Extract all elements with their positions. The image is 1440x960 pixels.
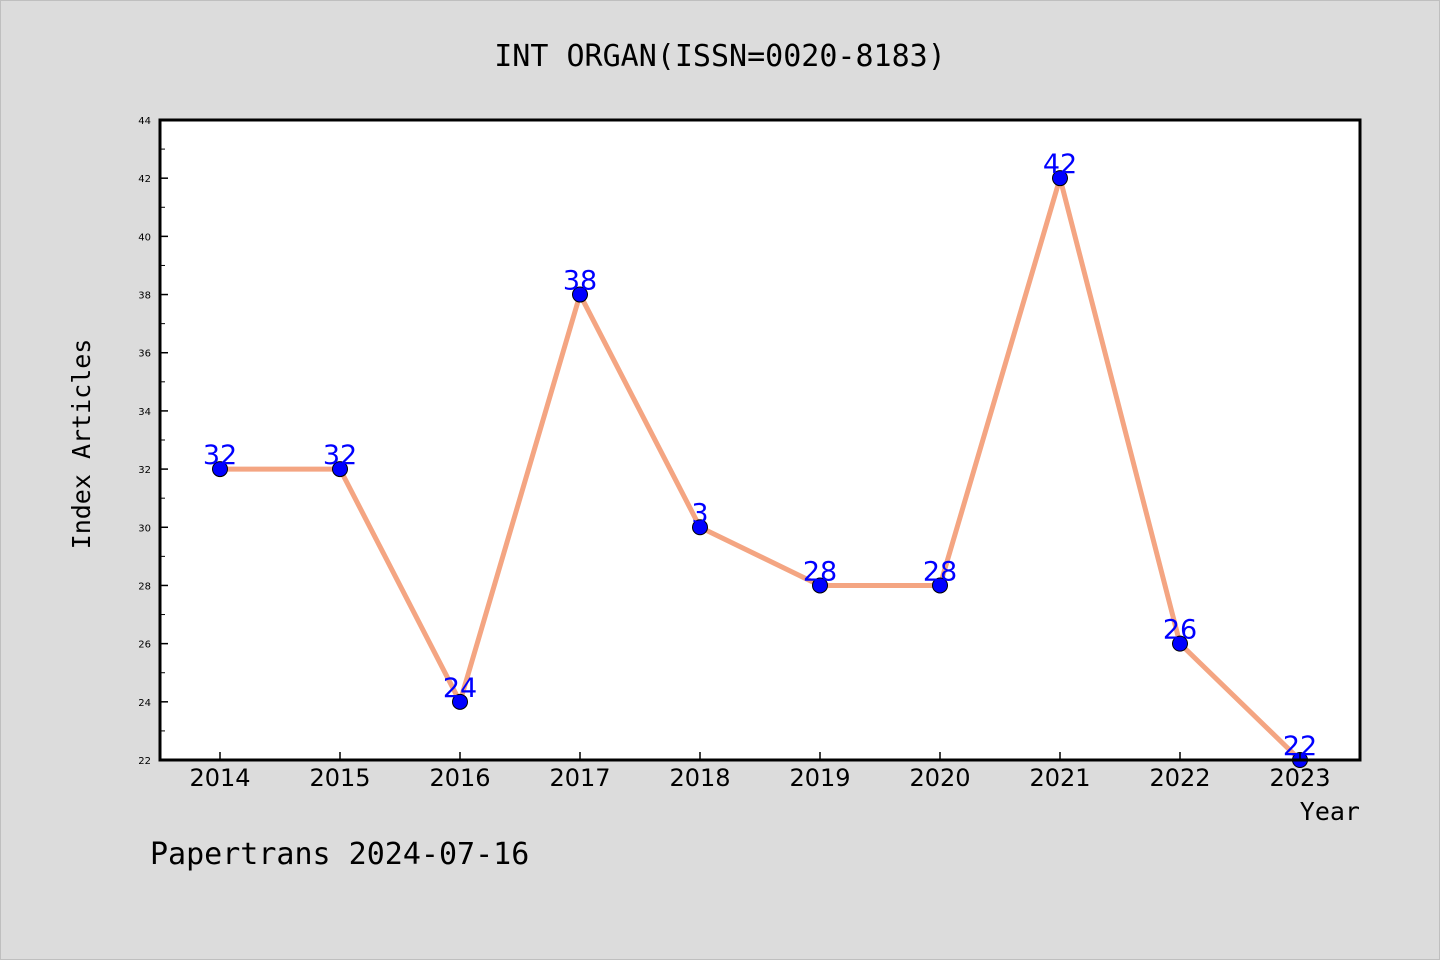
data-point	[1172, 635, 1188, 652]
y-tick-label: 24	[138, 698, 151, 709]
series-line	[217, 175, 1303, 763]
x-axis: 2014 2015 2016 2017 2018 2019 2020 2021 2022 2023	[189, 752, 1331, 792]
y-axis-label: Index Articles	[67, 339, 96, 550]
data-label: 28	[923, 556, 957, 587]
data-point	[332, 461, 348, 478]
y-tick-label: 36	[138, 349, 151, 360]
y-tick-label: 40	[138, 232, 151, 243]
data-label: 3	[691, 498, 708, 529]
y-tick-label: 34	[138, 407, 151, 418]
series-polyline	[217, 175, 1303, 763]
plot-frame	[158, 118, 1362, 762]
plot-area	[160, 120, 1360, 760]
chart-title: INT ORGAN(ISSN=0020-8183)	[494, 39, 946, 74]
x-tick-label: 2016	[429, 764, 490, 792]
data-point	[692, 519, 708, 536]
data-point	[572, 286, 588, 303]
x-axis-label: Year	[1300, 797, 1360, 826]
y-tick-label: 38	[138, 291, 151, 302]
data-point	[1052, 170, 1068, 187]
data-label: 32	[203, 440, 237, 471]
y-tick-label: 26	[138, 640, 151, 651]
x-tick-label: 2018	[669, 764, 730, 792]
data-label: 24	[443, 673, 477, 704]
x-tick-label: 2014	[189, 764, 250, 792]
series-markers	[212, 170, 1308, 768]
x-tick-label: 2019	[789, 764, 850, 792]
x-tick-label: 2021	[1029, 764, 1090, 792]
data-point	[812, 577, 828, 594]
x-tick-label: 2022	[1149, 764, 1210, 792]
y-tick-label: 44	[138, 116, 151, 127]
data-label: 28	[803, 556, 837, 587]
y-tick-label: 22	[138, 756, 151, 767]
data-point	[212, 461, 228, 478]
data-label: 26	[1163, 615, 1197, 646]
footer-credit: Papertrans 2024-07-16	[150, 837, 529, 872]
data-point	[452, 693, 468, 710]
y-tick-label: 28	[138, 581, 151, 592]
x-tick-label: 2023	[1269, 764, 1330, 792]
data-label: 42	[1043, 149, 1077, 180]
y-tick-label: 32	[138, 465, 151, 476]
data-point	[932, 577, 948, 594]
y-tick-label: 42	[138, 174, 151, 185]
x-tick-label: 2015	[309, 764, 370, 792]
x-tick-label: 2017	[549, 764, 610, 792]
x-tick-label: 2020	[909, 764, 970, 792]
data-label: 38	[563, 266, 597, 297]
y-tick-label: 30	[138, 523, 151, 534]
data-label: 32	[323, 440, 357, 471]
